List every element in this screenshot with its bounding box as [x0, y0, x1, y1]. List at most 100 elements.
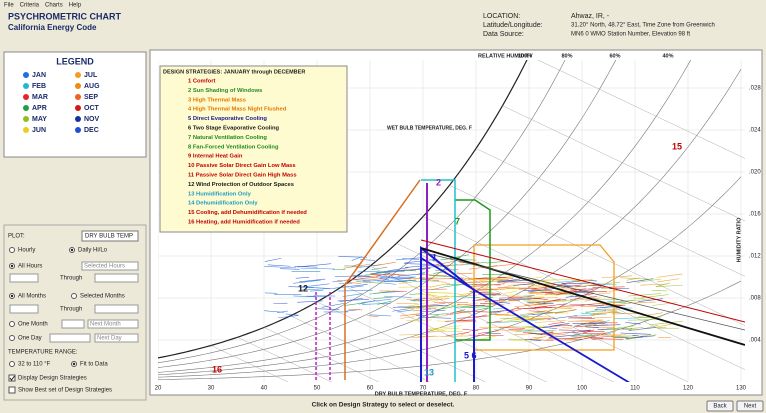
data-trace — [449, 309, 466, 314]
radio[interactable] — [9, 247, 15, 253]
strategy-item[interactable]: 10 Passive Solar Direct Gain Low Mass — [188, 163, 296, 169]
data-trace — [516, 276, 543, 282]
data-trace — [523, 300, 550, 303]
data-trace — [584, 326, 599, 328]
data-trace — [523, 329, 557, 332]
strategy-item[interactable]: 11 Passive Solar Direct Gain High Mass — [188, 173, 297, 179]
location: Ahwaz, IR, - — [571, 13, 610, 20]
strategy-item[interactable]: 3 High Thermal Mass — [188, 97, 246, 103]
radio[interactable] — [71, 293, 77, 299]
strategy-item[interactable]: 14 Dehumidification Only — [188, 201, 258, 207]
x-tick-label: 30 — [208, 386, 215, 392]
data-trace — [468, 281, 491, 283]
data-trace — [478, 335, 498, 341]
data-trace — [279, 268, 300, 270]
data-trace — [429, 313, 449, 316]
data-trace — [508, 338, 528, 341]
dropdown[interactable] — [81, 230, 139, 242]
data-trace — [548, 321, 565, 325]
data-trace — [625, 322, 641, 325]
strategy-item[interactable]: 7 Natural Ventilation Cooling — [188, 135, 267, 141]
data-trace — [352, 275, 370, 277]
checkbox[interactable] — [8, 386, 16, 394]
field-text: Selected Hours — [84, 264, 125, 270]
data-trace — [633, 297, 645, 300]
field[interactable] — [94, 273, 139, 283]
source-label: Data Source: — [483, 31, 524, 38]
data-trace — [524, 339, 541, 341]
data-trace — [334, 275, 361, 277]
strategy-item[interactable]: 1 Comfort — [188, 79, 215, 85]
data-trace — [445, 319, 475, 322]
field[interactable] — [61, 319, 85, 329]
data-trace — [594, 309, 607, 311]
data-trace — [333, 283, 368, 289]
strategy-item[interactable]: 15 Cooling, add Dehumidification if need… — [188, 210, 307, 216]
field[interactable] — [94, 304, 139, 314]
strategy-item[interactable]: 12 Wind Protection of Outdoor Spaces — [188, 182, 294, 188]
strategy-item[interactable]: 5 Direct Evaporative Cooling — [188, 116, 267, 122]
data-trace — [321, 303, 345, 308]
field[interactable] — [9, 304, 39, 314]
menu-item[interactable]: Help — [69, 3, 82, 9]
data-trace — [350, 285, 364, 288]
zone-label: 5 6 — [464, 350, 477, 360]
strategy-item[interactable]: 2 Sun Shading of Windows — [188, 88, 262, 94]
x-tick-label: 120 — [683, 386, 694, 392]
wet-bulb-line — [210, 345, 288, 382]
wet-bulb-line — [263, 327, 379, 382]
radio[interactable] — [9, 335, 15, 341]
control-label: Through — [60, 276, 82, 282]
zone-outline — [420, 245, 475, 382]
data-trace — [503, 285, 516, 288]
field[interactable] — [9, 273, 39, 283]
data-trace — [621, 299, 651, 302]
y-tick-label: .012 — [749, 254, 761, 260]
data-trace — [569, 303, 604, 306]
legend-dot — [75, 72, 81, 78]
data-trace — [532, 336, 547, 339]
strategy-item[interactable]: 6 Two Stage Evaporative Cooling — [188, 126, 280, 132]
plot-area — [158, 60, 745, 382]
field[interactable] — [94, 333, 139, 343]
data-trace — [589, 312, 602, 316]
field[interactable] — [81, 261, 139, 271]
menu-item[interactable]: File — [4, 3, 14, 9]
data-trace — [520, 312, 548, 316]
data-trace — [369, 314, 392, 317]
data-trace — [570, 296, 598, 300]
menu-item[interactable]: Criteria — [20, 3, 40, 9]
data-trace — [483, 303, 505, 306]
data-trace — [338, 289, 373, 292]
radio[interactable] — [9, 361, 15, 367]
field[interactable] — [49, 333, 91, 343]
controls: PLOT: DRY BULB TEMP Hourly Daily Hi/Lo All H… — [8, 230, 139, 394]
checkbox[interactable] — [8, 374, 16, 382]
nav-button[interactable] — [736, 400, 764, 412]
data-trace — [585, 310, 618, 313]
menu-item[interactable]: Charts — [45, 3, 63, 9]
data-trace — [527, 301, 554, 305]
zone-outline — [420, 257, 631, 382]
zone-label: 2 — [436, 177, 441, 187]
zone-outline — [420, 247, 745, 346]
data-trace — [417, 264, 446, 270]
location-label: LOCATION: — [483, 13, 520, 20]
field[interactable] — [87, 319, 139, 329]
data-trace — [400, 316, 415, 319]
data-trace — [625, 335, 656, 339]
data-trace — [519, 311, 543, 316]
data-trace — [344, 276, 379, 281]
wet-bulb-line — [449, 185, 745, 326]
strategy-item[interactable]: 8 Fan-Forced Ventilation Cooling — [188, 144, 279, 150]
nav-button[interactable] — [706, 400, 734, 412]
strategy-item[interactable]: 13 Humidification Only — [188, 191, 252, 197]
strategy-item[interactable]: 16 Heating, add Humidification if needed — [188, 220, 300, 226]
legend-dot — [23, 83, 29, 89]
data-trace — [576, 324, 597, 328]
strategy-item[interactable]: 4 High Thermal Mass Night Flushed — [188, 107, 287, 113]
data-trace — [497, 280, 528, 283]
strategy-item[interactable]: 9 Internal Heat Gain — [188, 154, 243, 160]
radio[interactable] — [9, 321, 15, 327]
data-trace — [486, 320, 503, 324]
